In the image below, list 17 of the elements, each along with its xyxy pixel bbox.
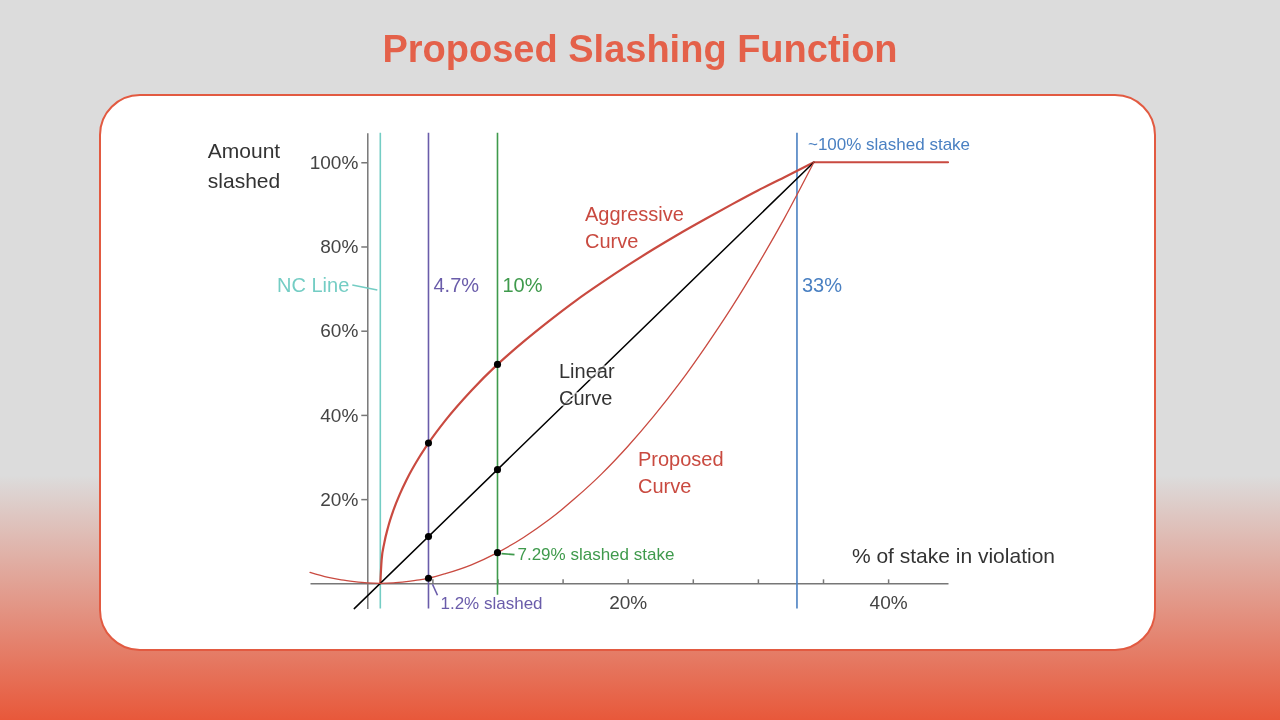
y-tick-label: 20%: [320, 488, 359, 510]
annotation: 7.29% slashed stake: [517, 545, 675, 565]
y-tick-label: 80%: [320, 236, 359, 258]
ref-line-label: 10%: [502, 274, 543, 296]
y-tick-label: 40%: [320, 404, 359, 426]
ref-line-label: 33%: [801, 274, 843, 296]
y-tick-label: 100%: [309, 151, 359, 173]
y-tick-label: 60%: [320, 320, 359, 342]
x-axis-title: % of stake in violation: [851, 544, 1055, 568]
y-axis-title: Amount slashed: [207, 139, 281, 192]
chart-title: Proposed Slashing Function: [382, 28, 898, 70]
series-label: Proposed Curve: [638, 448, 724, 497]
ref-line-label: 4.7%: [433, 274, 480, 296]
annotation: 1.2% slashed: [440, 593, 543, 613]
annotation: ~100% slashed stake: [807, 134, 971, 154]
ref-line-label: NC Line: [277, 274, 350, 296]
series-label: Aggressive Curve: [585, 203, 684, 252]
